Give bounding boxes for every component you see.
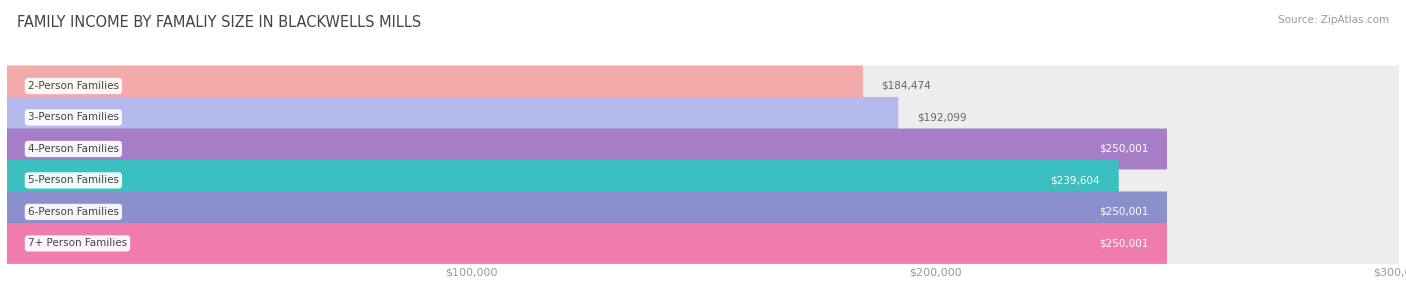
- FancyBboxPatch shape: [7, 160, 1119, 201]
- Text: 5-Person Families: 5-Person Families: [28, 175, 120, 185]
- FancyBboxPatch shape: [7, 97, 898, 138]
- FancyBboxPatch shape: [7, 128, 1167, 169]
- Text: 7+ Person Families: 7+ Person Families: [28, 239, 127, 248]
- Text: $250,001: $250,001: [1099, 144, 1149, 154]
- Text: 3-Person Families: 3-Person Families: [28, 113, 120, 123]
- FancyBboxPatch shape: [7, 128, 1399, 169]
- Text: $250,001: $250,001: [1099, 239, 1149, 248]
- FancyBboxPatch shape: [7, 97, 1399, 138]
- FancyBboxPatch shape: [7, 223, 1399, 264]
- FancyBboxPatch shape: [7, 223, 1167, 264]
- Text: 6-Person Families: 6-Person Families: [28, 207, 120, 217]
- FancyBboxPatch shape: [7, 66, 1399, 106]
- Text: 2-Person Families: 2-Person Families: [28, 81, 120, 91]
- FancyBboxPatch shape: [7, 192, 1399, 232]
- FancyBboxPatch shape: [7, 66, 863, 106]
- Text: FAMILY INCOME BY FAMALIY SIZE IN BLACKWELLS MILLS: FAMILY INCOME BY FAMALIY SIZE IN BLACKWE…: [17, 15, 422, 30]
- Text: $250,001: $250,001: [1099, 207, 1149, 217]
- Text: 4-Person Families: 4-Person Families: [28, 144, 120, 154]
- Text: $184,474: $184,474: [882, 81, 931, 91]
- Text: $192,099: $192,099: [917, 113, 966, 123]
- Text: $239,604: $239,604: [1050, 175, 1099, 185]
- Text: Source: ZipAtlas.com: Source: ZipAtlas.com: [1278, 15, 1389, 25]
- FancyBboxPatch shape: [7, 160, 1399, 201]
- FancyBboxPatch shape: [7, 192, 1167, 232]
